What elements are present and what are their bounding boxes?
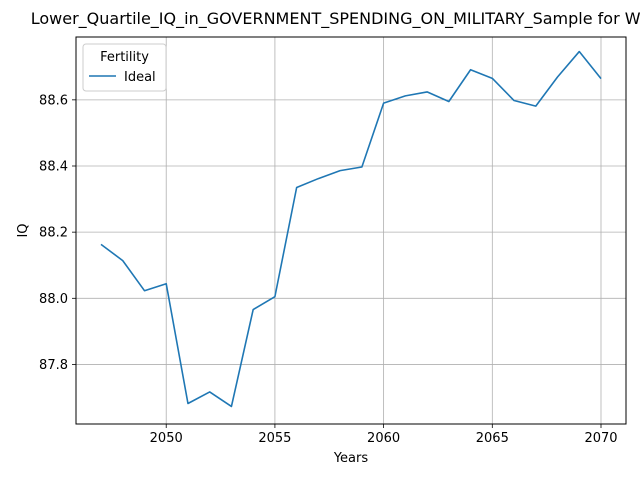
y-tick-label: 88.4 xyxy=(39,160,68,175)
legend: Fertility Ideal xyxy=(82,43,167,92)
x-tick-label: 2070 xyxy=(584,431,617,446)
x-axis-label: Years xyxy=(333,451,369,466)
series-line-ideal xyxy=(100,50,602,408)
legend-title: Fertility xyxy=(100,50,149,65)
y-tick-label: 88.0 xyxy=(39,292,68,307)
legend-entry-ideal: Ideal xyxy=(124,70,156,85)
x-tick-label: 2060 xyxy=(367,431,400,446)
chart-title: Lower_Quartile_IQ_in_GOVERNMENT_SPENDING… xyxy=(31,9,640,29)
legend-box xyxy=(82,43,167,92)
y-axis-label: IQ xyxy=(16,223,31,237)
axis-ticks: 2050 2055 2060 2065 2070 87.8 88.0 88.2 88.4 88.6 xyxy=(39,93,618,446)
x-tick-label: 2065 xyxy=(476,431,509,446)
plot-area-frame xyxy=(75,36,627,425)
x-tick-label: 2055 xyxy=(258,431,291,446)
grid-lines xyxy=(76,37,626,424)
x-tick-label: 2050 xyxy=(150,431,183,446)
y-tick-label: 88.2 xyxy=(39,226,68,241)
y-tick-label: 87.8 xyxy=(39,358,68,373)
y-tick-label: 88.6 xyxy=(39,93,68,108)
series-lines xyxy=(100,50,602,408)
